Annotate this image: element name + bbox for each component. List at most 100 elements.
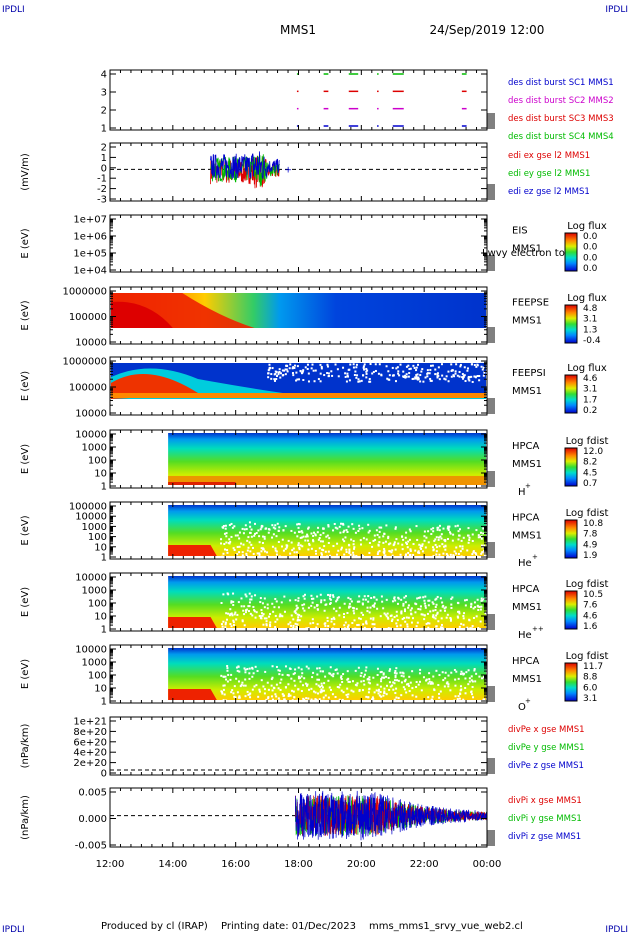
hpca_o-gap [376,667,379,670]
hpca_o-gap [386,684,389,687]
divpe-legend-entry: divPe z gse MMS1 [508,761,584,771]
hpca_o-gap [287,695,290,698]
hpca_o-gap [380,678,383,681]
hpca_o-gap [310,698,313,701]
hpca_o-tick-label: 100 [88,671,107,682]
feepsi-gap [461,376,464,379]
hpca_he-gap [378,530,381,533]
feepsi-gap [284,368,287,371]
feepsi-gap [267,372,270,375]
hpca_he-gap [444,548,447,551]
hpca_hepp-gap [290,624,293,627]
hpca_he-gap [443,545,446,548]
eis-spacecraft-label: MMS1 [512,244,542,255]
hpca_he-gap [474,552,477,555]
hpca_he-gap [334,526,337,529]
hpca_o-gap [447,685,450,688]
hpca_he-gap [272,533,275,536]
feepsi-gap [450,363,453,366]
hpca_he-gap [318,547,321,550]
hpca_he-gap [446,554,449,557]
hpca_he-gap [345,529,348,532]
hpca_hepp-gap [462,617,465,620]
hpca_hepp-gap [243,605,246,608]
feepsi-gap [459,363,462,366]
hpca_he-colorbar-value: 1.9 [583,551,598,561]
hpca_he-gap [274,524,277,527]
hpca_he-gap [466,549,469,552]
feepsi-gap [314,369,317,372]
hpca_he-gap [435,556,438,559]
hpca_o-gap [304,682,307,685]
hpca_he-gap [258,535,261,538]
hpca_he-gap [263,537,266,540]
edi-legend-entry: edi ez gse l2 MMS1 [508,187,590,197]
hpca_o-gap [263,692,266,695]
hpca_hepp-colorbar-value: 7.6 [583,601,598,611]
hpca_he-gap [468,539,471,542]
feepsi-gap [292,366,295,369]
hpca_hepp-gap [235,618,238,621]
feepsi-gap [478,379,481,382]
hpca_o-gap [470,691,473,694]
hpca_he-gap [296,535,299,538]
feepsi-gap [313,380,316,383]
hpca_o-gap [377,692,380,695]
hpca_hepp-gap [410,607,413,610]
hpca_o-gap [232,692,235,695]
hpca_hepp-gap [258,614,261,617]
hpca_hepp-gap [247,605,250,608]
hpca_hepp-gap [410,613,413,616]
hpca_hepp-gap [301,604,304,607]
hpca_o-gap [363,683,366,686]
divpi-legend-entry: divPi y gse MMS1 [508,814,582,824]
hpca_o-gap [361,689,364,692]
hpca_he-gap [228,524,231,527]
hpca_he-gap [449,553,452,556]
hpca_o-gap [271,676,274,679]
hpca_o-gap [244,668,247,671]
hpca_he-gap [306,539,309,542]
hpca_hepp-gap [337,596,340,599]
hpca_hepp-gap [329,602,332,605]
hpca_o-gap [365,695,368,698]
hpca_o-gap [266,681,269,684]
hpca_hepp-gap [450,603,453,606]
hpca_hepp-gap [355,607,358,610]
feepsi-gap [302,379,305,382]
hpca_he-gap [480,544,483,547]
hpca_he-gap [483,554,486,557]
hpca_hepp-gap [422,596,425,599]
hpca_o-gap [392,688,395,691]
hpca_hepp-colorbar-value: 4.6 [583,611,598,621]
hpca_he-gap [230,535,233,538]
feepsi-gap [402,370,405,373]
hpca_hepp-gap [419,596,422,599]
hpca_hepp-gap [329,598,332,601]
hpca_hepp-gap [385,615,388,618]
hpca_hepp-gap [436,612,439,615]
hpca_he-tick-label: 10000 [75,512,107,523]
feepsi-gap [365,372,368,375]
hpca_o-gap [324,675,327,678]
hpca_o-gap [244,671,247,674]
feepse-colorbar-value: 4.8 [583,304,598,314]
hpca_he-gap [307,527,310,530]
hpca_he-gap [274,549,277,552]
hpca_o-gap [237,680,240,683]
hpca_hepp-gap [300,615,303,618]
hpca_hepp-gap [439,609,442,612]
hpca_h-spacecraft-label: MMS1 [512,459,542,470]
hpca_he-gap [338,525,341,528]
hpca_hepp-gap [465,598,468,601]
hpca_o-gap [305,665,308,668]
hpca_he-gap [480,552,483,555]
hpca_hepp-gap [232,624,235,627]
feepsi-gap [270,373,273,376]
hpca_hepp-gap [338,606,341,609]
hpca_he-gap [343,553,346,556]
feepsi-gap [407,364,410,367]
hpca_o-gap [387,676,390,679]
hpca_h-tick-label: 10 [94,469,107,480]
hpca_he-gap [221,555,224,558]
